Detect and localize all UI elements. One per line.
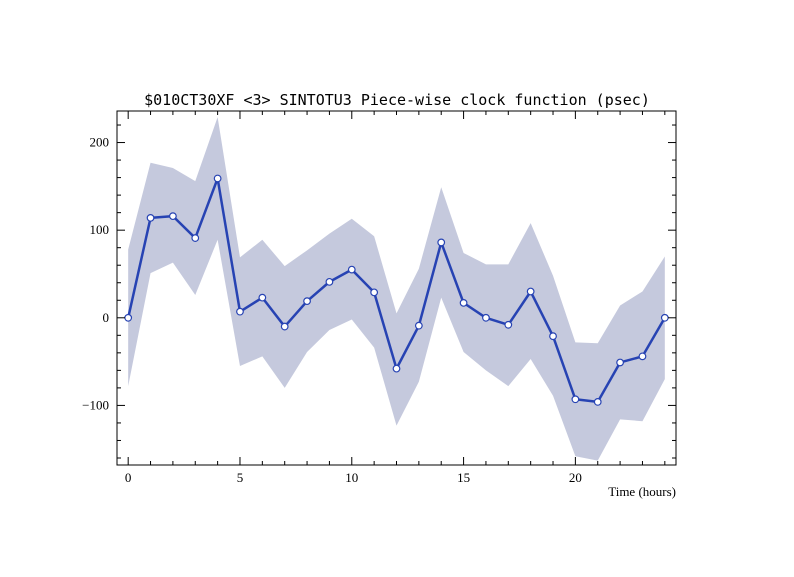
data-point	[347, 265, 356, 274]
data-point	[191, 234, 200, 242]
data-point	[638, 352, 647, 361]
data-point	[325, 277, 334, 286]
y-tick-label: −100	[82, 397, 109, 412]
y-tick-label: 200	[90, 135, 110, 150]
data-point	[616, 358, 624, 367]
data-point	[414, 321, 423, 330]
data-point	[549, 332, 557, 341]
data-point	[168, 212, 177, 221]
data-point	[504, 320, 513, 329]
chart-title: $010CT30XF <3> SINTOTU3 Piece-wise clock…	[144, 91, 650, 109]
data-point	[482, 313, 490, 322]
data-point	[258, 293, 267, 302]
data-point	[146, 214, 155, 222]
x-axis-label: Time (hours)	[608, 484, 676, 499]
x-tick-label: 15	[457, 470, 470, 485]
tick-layer	[117, 111, 676, 465]
data-point	[213, 174, 222, 183]
data-point	[571, 395, 580, 404]
data-point	[303, 297, 311, 306]
data-point	[437, 238, 446, 247]
tick-label-layer: 0 5 10 15 20 −100 0 100 200	[82, 135, 582, 485]
x-tick-label: 20	[569, 470, 582, 485]
data-point	[124, 313, 133, 322]
data-point	[660, 313, 669, 322]
y-tick-label: 0	[103, 310, 110, 325]
data-point	[593, 398, 602, 406]
data-point	[526, 287, 535, 296]
confidence-band-layer	[128, 117, 665, 461]
data-point	[280, 322, 289, 331]
data-point	[370, 288, 379, 297]
x-tick-label: 0	[125, 470, 132, 485]
x-tick-label: 10	[345, 470, 358, 485]
data-point	[459, 298, 468, 307]
marker-layer	[124, 174, 669, 406]
y-tick-label: 100	[90, 222, 110, 237]
confidence-band	[128, 117, 665, 461]
x-tick-label: 5	[237, 470, 244, 485]
data-point	[236, 307, 244, 316]
data-point	[392, 364, 401, 373]
